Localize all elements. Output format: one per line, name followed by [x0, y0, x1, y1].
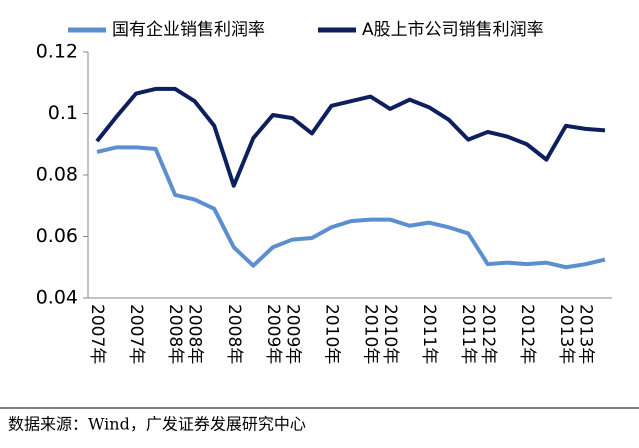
x-tick-label: 2013年	[575, 304, 595, 364]
x-tick-label: 2008年	[224, 304, 244, 364]
y-tick-label: 0.06	[36, 225, 78, 247]
x-tick-label: 2009年	[282, 304, 302, 364]
x-tick-label: 2011年	[458, 304, 478, 364]
x-tick-label: 2007年	[87, 304, 107, 364]
x-tick-label: 2013年	[556, 304, 576, 364]
series-line	[95, 86, 606, 188]
x-tick-label: 2012年	[517, 304, 537, 364]
x-tick-label: 2007年	[126, 304, 146, 364]
x-tick-label: 2012年	[478, 304, 498, 364]
legend-label: A股上市公司销售利润率	[362, 20, 544, 40]
x-tick-label: 2008年	[185, 304, 205, 364]
x-tick-label: 2011年	[419, 304, 439, 364]
x-tick-label: 2008年	[165, 304, 185, 364]
x-tick-label: 2010年	[321, 304, 341, 364]
legend-label: 国有企业销售利润率	[112, 20, 265, 40]
y-tick-label: 0.1	[48, 102, 78, 124]
source: 数据来源：Wind，广发证券发展研究中心	[8, 415, 306, 434]
x-tick-label: 2010年	[361, 304, 381, 364]
x-tick-label: 2010年	[380, 304, 400, 364]
series-line	[96, 145, 606, 270]
y-tick-label: 0.08	[36, 164, 78, 186]
y-tick-label: 0.04	[36, 287, 78, 309]
y-tick-label: 0.12	[36, 41, 78, 63]
x-tick-label: 2009年	[263, 304, 283, 364]
